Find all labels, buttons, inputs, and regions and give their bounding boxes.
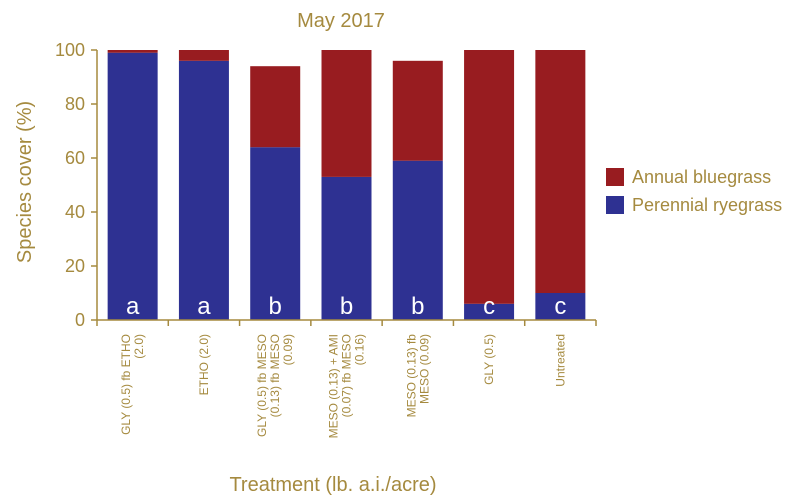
y-tick-label: 20 bbox=[65, 256, 85, 276]
x-tick-label: GLY (0.5) fb MESO (0.13) fb MESO (0.09) bbox=[255, 334, 295, 437]
x-tick-label: MESO (0.13) + AMI (0.07) fb MESO (0.16) bbox=[327, 334, 367, 438]
x-tick-label-line: MESO (0.13) + AMI bbox=[327, 334, 341, 438]
y-tick-label: 100 bbox=[55, 40, 85, 60]
bar-perennial-ryegrass bbox=[178, 60, 229, 321]
bar-perennial-ryegrass bbox=[250, 147, 301, 320]
bar-annual-bluegrass bbox=[321, 50, 372, 177]
x-tick-label: GLY (0.5) fb ETHO (2.0) bbox=[119, 334, 146, 435]
bar-perennial-ryegrass bbox=[464, 303, 515, 320]
legend-swatch bbox=[606, 168, 624, 186]
bar-annual-bluegrass bbox=[535, 50, 586, 293]
x-tick-label-line: Untreated bbox=[553, 334, 567, 387]
x-tick-label-line: GLY (0.5) fb ETHO bbox=[119, 334, 133, 435]
x-tick-label-line: MESO (0.13) fb bbox=[404, 334, 418, 418]
y-tick-label: 40 bbox=[65, 202, 85, 222]
x-tick-label-line: ETHO (2.0) bbox=[197, 334, 211, 395]
legend-label: Perennial ryegrass bbox=[632, 195, 782, 215]
x-tick-label: ETHO (2.0) bbox=[197, 334, 211, 395]
legend-swatch bbox=[606, 196, 624, 214]
x-axis-label: Treatment (lb. a.i./acre) bbox=[229, 474, 436, 496]
legend-label: Annual bluegrass bbox=[632, 167, 771, 187]
bar-perennial-ryegrass bbox=[107, 52, 158, 320]
significance-letter: c bbox=[483, 293, 495, 320]
legend: Annual bluegrass Perennial ryegrass bbox=[606, 167, 782, 215]
x-tick-label: Untreated bbox=[553, 334, 567, 387]
significance-letter: b bbox=[411, 293, 424, 320]
x-tick-label: GLY (0.5) bbox=[482, 334, 496, 385]
significance-letter: a bbox=[197, 293, 211, 320]
bar-annual-bluegrass bbox=[250, 66, 301, 148]
significance-letter: b bbox=[269, 293, 282, 320]
significance-letter: b bbox=[340, 293, 353, 320]
x-tick-label-line: (0.09) bbox=[281, 334, 295, 365]
x-tick-label-line: (0.13) fb MESO bbox=[268, 334, 282, 417]
x-tick-label-line: (2.0) bbox=[132, 334, 146, 359]
bar-perennial-ryegrass bbox=[535, 293, 586, 320]
y-tick-label: 60 bbox=[65, 148, 85, 168]
x-tick-label-line: GLY (0.5) bbox=[482, 334, 496, 385]
y-axis-label: Species cover (%) bbox=[14, 101, 36, 263]
x-tick-label-line: GLY (0.5) fb MESO bbox=[255, 334, 269, 437]
y-tick-label: 80 bbox=[65, 94, 85, 114]
x-tick-label: MESO (0.13) fb MESO (0.09) bbox=[404, 334, 431, 418]
bar-annual-bluegrass bbox=[107, 50, 158, 53]
significance-letter: c bbox=[554, 293, 566, 320]
bar-annual-bluegrass bbox=[464, 50, 515, 304]
x-tick-label-line: (0.07) fb MESO bbox=[340, 334, 354, 417]
bar-perennial-ryegrass bbox=[392, 160, 443, 320]
bar-annual-bluegrass bbox=[392, 60, 443, 161]
chart-title: May 2017 bbox=[297, 10, 385, 32]
significance-letter: a bbox=[126, 293, 140, 320]
bar-annual-bluegrass bbox=[178, 50, 229, 61]
x-tick-label-line: (0.16) bbox=[353, 334, 367, 365]
bar-perennial-ryegrass bbox=[321, 176, 372, 320]
x-tick-label-line: MESO (0.09) bbox=[417, 334, 431, 404]
y-tick-label: 0 bbox=[75, 310, 85, 330]
